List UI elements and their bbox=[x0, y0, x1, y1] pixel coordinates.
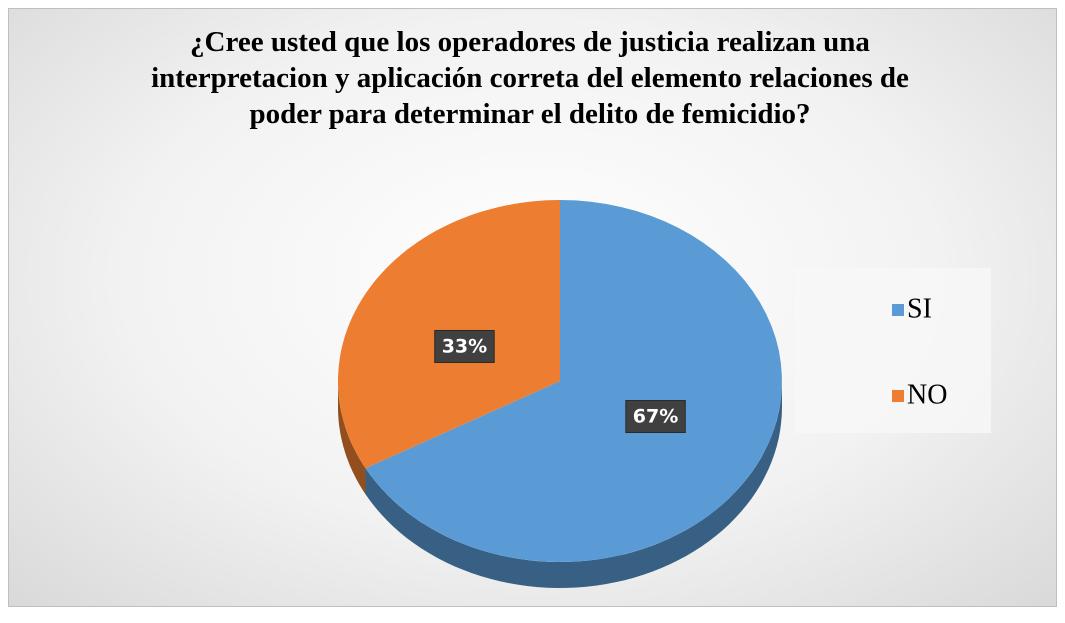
data-label-box bbox=[434, 329, 495, 363]
data-label-text: 33% bbox=[442, 335, 487, 357]
pie-slice-side bbox=[338, 381, 366, 495]
data-label: 33% bbox=[434, 329, 495, 363]
chart-title: ¿Cree usted que los operadores de justic… bbox=[151, 26, 909, 130]
legend-label: NO bbox=[907, 379, 947, 410]
data-label-text: 67% bbox=[633, 406, 678, 428]
legend-label: SI bbox=[907, 293, 932, 324]
data-label: 67% bbox=[625, 400, 686, 434]
data-label-box bbox=[625, 400, 686, 434]
legend-swatch bbox=[892, 390, 904, 402]
legend-swatch bbox=[892, 304, 904, 316]
pie-slice-side bbox=[365, 381, 782, 588]
legend-box bbox=[795, 268, 991, 433]
pie-slice bbox=[365, 200, 782, 562]
